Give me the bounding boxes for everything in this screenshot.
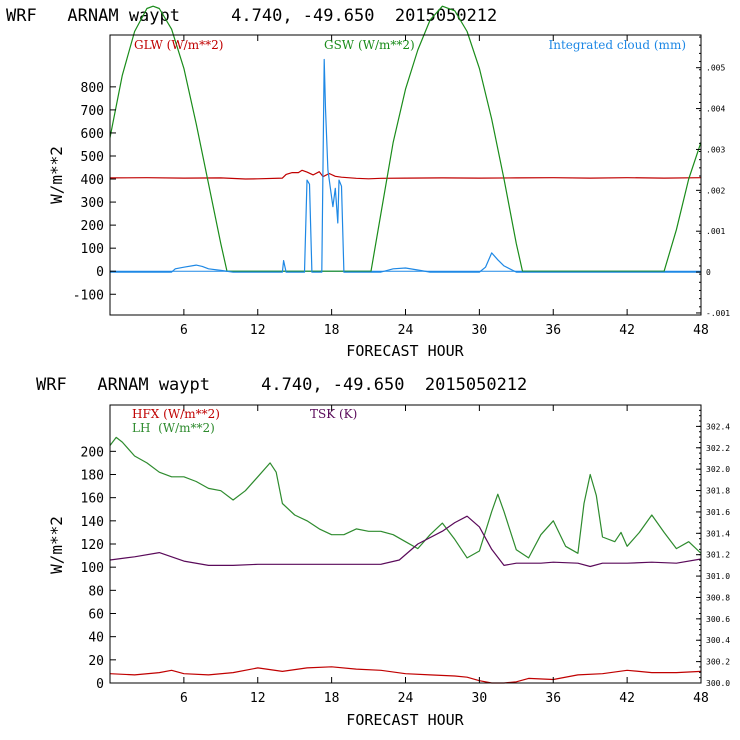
legend-hfx: HFX (W/m**2) xyxy=(132,407,220,421)
top-y-tick-label: -100 xyxy=(73,288,104,303)
bottom-y2-tick-label: 301.8 xyxy=(706,487,730,496)
bottom-y2-tick-label: 301.0 xyxy=(706,572,730,581)
top-y-tick-label: 500 xyxy=(81,150,104,165)
top-y2-ticks: -.001 0 .001 .002 .003 .004 .005 xyxy=(696,36,730,318)
bottom-y-tick-label: 40 xyxy=(88,631,104,646)
bottom-y2-tick-label: 300.0 xyxy=(706,679,730,688)
top-x-tick-label: 30 xyxy=(472,323,488,338)
top-x-tick-label: 6 xyxy=(180,323,188,338)
bottom-y-tick-label: 140 xyxy=(81,515,104,530)
bottom-x-axis-label: FORECAST HOUR xyxy=(346,711,464,729)
bottom-y-tick-label: 180 xyxy=(81,469,104,484)
top-x-tick-label: 48 xyxy=(693,323,709,338)
bottom-y2-tick-label: 300.4 xyxy=(706,636,730,645)
bottom-y2-tick-label: 302.4 xyxy=(706,422,730,431)
bottom-x-tick-label: 36 xyxy=(545,691,561,706)
top-chart: WRF ARNAM waypt 4.740, -49.650 201505021… xyxy=(6,5,730,360)
legend-gsw: GSW (W/m**2) xyxy=(324,38,415,52)
top-x-tick-label: 12 xyxy=(250,323,266,338)
bottom-y2-tick-label: 301.4 xyxy=(706,529,730,538)
top-plot-frame xyxy=(109,34,702,316)
legend-integrated-cloud: Integrated cloud (mm) xyxy=(548,38,686,52)
top-chart-title: WRF ARNAM waypt 4.740, -49.650 201505021… xyxy=(6,6,497,26)
bottom-x-tick-label: 24 xyxy=(398,691,414,706)
top-y-tick-label: 200 xyxy=(81,219,104,234)
legend-tsk: TSK (K) xyxy=(310,407,357,421)
top-x-tick-label: 36 xyxy=(545,323,561,338)
bottom-series-tsk-line xyxy=(109,515,702,568)
bottom-series-layer xyxy=(109,436,702,684)
bottom-x-tick-label: 42 xyxy=(619,691,635,706)
top-y2-tick-label: .003 xyxy=(706,145,725,154)
bottom-chart-title: WRF ARNAM waypt 4.740, -49.650 201505021… xyxy=(36,375,527,395)
bottom-x-ticks: 6 12 18 24 30 36 42 48 xyxy=(180,405,709,706)
legend-glw: GLW (W/m**2) xyxy=(134,38,223,52)
top-y-tick-label: 700 xyxy=(81,104,104,119)
bottom-y2-tick-label: 300.6 xyxy=(706,615,730,624)
top-y-tick-label: 100 xyxy=(81,242,104,257)
top-y2-tick-label: .002 xyxy=(706,186,725,195)
bottom-x-tick-label: 6 xyxy=(180,691,188,706)
top-y-ticks: -100 0 100 200 300 400 500 600 700 800 xyxy=(73,81,116,303)
bottom-series-hfx-line xyxy=(109,666,702,684)
top-x-ticks: 6 12 18 24 30 36 42 48 xyxy=(180,35,709,338)
top-x-axis-label: FORECAST HOUR xyxy=(346,342,464,360)
top-y2-tick-label: .005 xyxy=(706,64,725,73)
bottom-y2-tick-label: 301.6 xyxy=(706,508,730,517)
bottom-x-tick-label: 48 xyxy=(693,691,709,706)
bottom-x-tick-label: 18 xyxy=(324,691,340,706)
bottom-y-tick-label: 160 xyxy=(81,492,104,507)
bottom-y-tick-label: 200 xyxy=(81,445,104,460)
top-series-gsw-line xyxy=(109,5,702,272)
bottom-y-axis-label: W/m**2 xyxy=(47,516,66,574)
top-y2-tick-label: .004 xyxy=(706,105,725,114)
bottom-chart: WRF ARNAM waypt 4.740, -49.650 201505021… xyxy=(36,375,730,729)
top-x-tick-label: 18 xyxy=(324,323,340,338)
top-x-tick-label: 24 xyxy=(398,323,414,338)
top-y2-tick-label: -.001 xyxy=(706,309,730,318)
bottom-series-lh-line xyxy=(109,436,702,559)
bottom-y2-tick-label: 301.2 xyxy=(706,551,730,560)
bottom-y-tick-label: 120 xyxy=(81,538,104,553)
bottom-y2-tick-label: 300.8 xyxy=(706,593,730,602)
bottom-y2-tick-label: 300.2 xyxy=(706,658,730,667)
bottom-y-tick-label: 100 xyxy=(81,561,104,576)
top-series-integrated-line xyxy=(110,58,701,273)
top-y-tick-label: 600 xyxy=(81,127,104,142)
bottom-y-tick-label: 60 xyxy=(88,608,104,623)
bottom-y2-tick-label: 302.2 xyxy=(706,444,730,453)
top-y2-tick-label: .001 xyxy=(706,227,725,236)
bottom-y2-tick-label: 302.0 xyxy=(706,465,730,474)
top-series-glw-line xyxy=(109,169,702,180)
bottom-x-tick-label: 30 xyxy=(472,691,488,706)
top-y-axis-label: W/m**2 xyxy=(47,146,66,204)
bottom-y-tick-label: 0 xyxy=(96,677,104,692)
top-y2-tick-label: 0 xyxy=(706,268,711,277)
top-y-tick-label: 300 xyxy=(81,196,104,211)
bottom-y2-ticks: 300.0 300.2 300.4 300.6 300.8 301.0 301.2 301.4… xyxy=(696,409,730,688)
bottom-y-ticks: 0 20 40 60 80 100 120 140 160 180 200 xyxy=(81,445,116,692)
bottom-y-tick-label: 80 xyxy=(88,584,104,599)
top-y-tick-label: 0 xyxy=(96,265,104,280)
bottom-y-tick-label: 20 xyxy=(88,654,104,669)
top-y-tick-label: 800 xyxy=(81,81,104,96)
top-y-tick-label: 400 xyxy=(81,173,104,188)
top-series-layer xyxy=(109,5,702,273)
bottom-x-tick-label: 12 xyxy=(250,691,266,706)
legend-lh: LH (W/m**2) xyxy=(132,421,215,435)
top-x-tick-label: 42 xyxy=(619,323,635,338)
bottom-plot-frame xyxy=(109,404,702,684)
